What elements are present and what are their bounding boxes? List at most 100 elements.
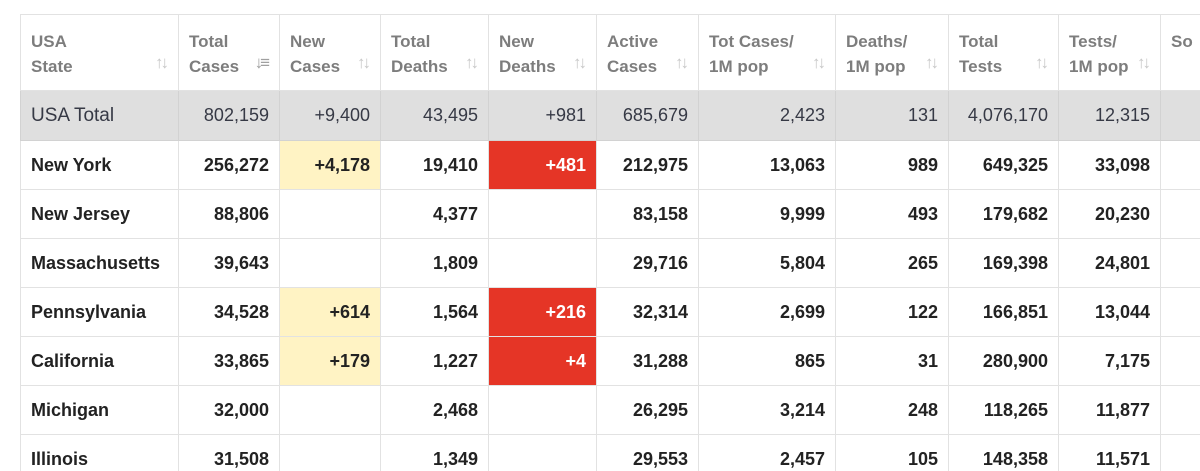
col-header-source[interactable]: So [1160, 14, 1200, 91]
usa-total-row: USA Total 802,159 +9,400 43,495 +981 685… [20, 90, 1200, 141]
cell-total-tests: 166,851 [948, 287, 1059, 337]
state-link[interactable]: Illinois [20, 434, 179, 471]
cell-total-cases: 39,643 [178, 238, 280, 288]
cell-total-cases: 31,508 [178, 434, 280, 471]
cell-deaths-per-1m: 265 [835, 238, 949, 288]
state-link[interactable]: California [20, 336, 179, 386]
state-link[interactable]: Michigan [20, 385, 179, 435]
cell-cases-per-1m: 13,063 [698, 140, 836, 190]
cell-total-tests: 649,325 [948, 140, 1059, 190]
sort-descending-icon[interactable]: ↓≡ [254, 53, 271, 72]
cell-total-tests: 179,682 [948, 189, 1059, 239]
table-row: New York 256,272 +4,178 19,410 +481 212,975 13… [20, 140, 1200, 190]
col-header-state[interactable]: USA State ↑↓ [20, 14, 179, 91]
cell-cases-per-1m: 2,423 [698, 90, 836, 141]
cell-source [1160, 238, 1200, 288]
cell-new-deaths [488, 434, 597, 471]
cell-new-deaths: +4 [488, 336, 597, 386]
state-link[interactable]: Pennsylvania [20, 287, 179, 337]
cell-active-cases: 83,158 [596, 189, 699, 239]
col-header-total-deaths[interactable]: Total Deaths ↑↓ [380, 14, 489, 91]
cell-total-tests: 118,265 [948, 385, 1059, 435]
cell-total-tests: 169,398 [948, 238, 1059, 288]
cell-cases-per-1m: 5,804 [698, 238, 836, 288]
table-row: Massachusetts 39,643 1,809 29,716 5,804 265 16… [20, 238, 1200, 288]
cell-cases-per-1m: 865 [698, 336, 836, 386]
cell-total-deaths: 2,468 [380, 385, 489, 435]
cell-new-cases: +614 [279, 287, 381, 337]
sort-arrows-icon[interactable]: ↑↓ [812, 53, 826, 72]
table-row: New Jersey 88,806 4,377 83,158 9,999 493 179,6… [20, 189, 1200, 239]
cell-active-cases: 31,288 [596, 336, 699, 386]
col-header-total-tests[interactable]: Total Tests ↑↓ [948, 14, 1059, 91]
cell-cases-per-1m: 2,457 [698, 434, 836, 471]
table-row: Illinois 31,508 1,349 29,553 2,457 105 148,358… [20, 434, 1200, 471]
sort-arrows-icon[interactable]: ↑↓ [155, 53, 169, 72]
col-header-new-cases[interactable]: New Cases ↑↓ [279, 14, 381, 91]
cell-total-cases: 88,806 [178, 189, 280, 239]
sort-arrows-icon[interactable]: ↑↓ [925, 53, 939, 72]
cell-new-deaths [488, 385, 597, 435]
sort-arrows-icon[interactable]: ↑↓ [573, 53, 587, 72]
cell-tests-per-1m: 12,315 [1058, 90, 1161, 141]
cell-active-cases: 29,553 [596, 434, 699, 471]
cell-total-tests: 280,900 [948, 336, 1059, 386]
col-header-active-cases[interactable]: Active Cases ↑↓ [596, 14, 699, 91]
cell-active-cases: 32,314 [596, 287, 699, 337]
sort-arrows-icon[interactable]: ↑↓ [465, 53, 479, 72]
sort-arrows-icon[interactable]: ↑↓ [1035, 53, 1049, 72]
cell-source [1160, 385, 1200, 435]
cell-source [1160, 287, 1200, 337]
state-link[interactable]: New Jersey [20, 189, 179, 239]
cell-deaths-per-1m: 31 [835, 336, 949, 386]
cell-deaths-per-1m: 122 [835, 287, 949, 337]
cell-deaths-per-1m: 248 [835, 385, 949, 435]
cell-new-cases [279, 238, 381, 288]
col-header-total-cases[interactable]: Total Cases ↓≡ [178, 14, 280, 91]
cell-source [1160, 434, 1200, 471]
col-header-cases-per-1m[interactable]: Tot Cases/ 1M pop ↑↓ [698, 14, 836, 91]
cell-new-deaths: +981 [488, 90, 597, 141]
cell-source [1160, 90, 1200, 141]
cell-total-deaths: 1,564 [380, 287, 489, 337]
state-link[interactable]: Massachusetts [20, 238, 179, 288]
cell-tests-per-1m: 11,571 [1058, 434, 1161, 471]
cell-new-cases [279, 385, 381, 435]
cell-tests-per-1m: 7,175 [1058, 336, 1161, 386]
sort-arrows-icon[interactable]: ↑↓ [357, 53, 371, 72]
table-row: Pennsylvania 34,528 +614 1,564 +216 32,314 2,6… [20, 287, 1200, 337]
col-header-new-deaths[interactable]: New Deaths ↑↓ [488, 14, 597, 91]
col-header-deaths-per-1m[interactable]: Deaths/ 1M pop ↑↓ [835, 14, 949, 91]
cell-tests-per-1m: 11,877 [1058, 385, 1161, 435]
cell-total-deaths: 1,349 [380, 434, 489, 471]
cell-new-cases: +179 [279, 336, 381, 386]
cell-new-cases: +4,178 [279, 140, 381, 190]
cell-active-cases: 29,716 [596, 238, 699, 288]
state-link[interactable]: New York [20, 140, 179, 190]
cell-total-tests: 4,076,170 [948, 90, 1059, 141]
cell-new-deaths: +481 [488, 140, 597, 190]
cell-active-cases: 26,295 [596, 385, 699, 435]
cell-total-cases: 34,528 [178, 287, 280, 337]
cell-total-deaths: 4,377 [380, 189, 489, 239]
cell-source [1160, 336, 1200, 386]
cell-source [1160, 189, 1200, 239]
cell-active-cases: 212,975 [596, 140, 699, 190]
cell-cases-per-1m: 3,214 [698, 385, 836, 435]
sort-arrows-icon[interactable]: ↑↓ [675, 53, 689, 72]
cell-total-cases: 256,272 [178, 140, 280, 190]
cell-tests-per-1m: 13,044 [1058, 287, 1161, 337]
col-header-tests-per-1m[interactable]: Tests/ 1M pop ↑↓ [1058, 14, 1161, 91]
cell-deaths-per-1m: 105 [835, 434, 949, 471]
cell-new-cases [279, 434, 381, 471]
cell-tests-per-1m: 20,230 [1058, 189, 1161, 239]
cell-total-tests: 148,358 [948, 434, 1059, 471]
cell-total-cases: 33,865 [178, 336, 280, 386]
cell-source [1160, 140, 1200, 190]
cell-new-deaths [488, 189, 597, 239]
cell-cases-per-1m: 9,999 [698, 189, 836, 239]
table-row: Michigan 32,000 2,468 26,295 3,214 248 118,265… [20, 385, 1200, 435]
sort-arrows-icon[interactable]: ↑↓ [1137, 53, 1151, 72]
cell-new-cases [279, 189, 381, 239]
cell-tests-per-1m: 33,098 [1058, 140, 1161, 190]
